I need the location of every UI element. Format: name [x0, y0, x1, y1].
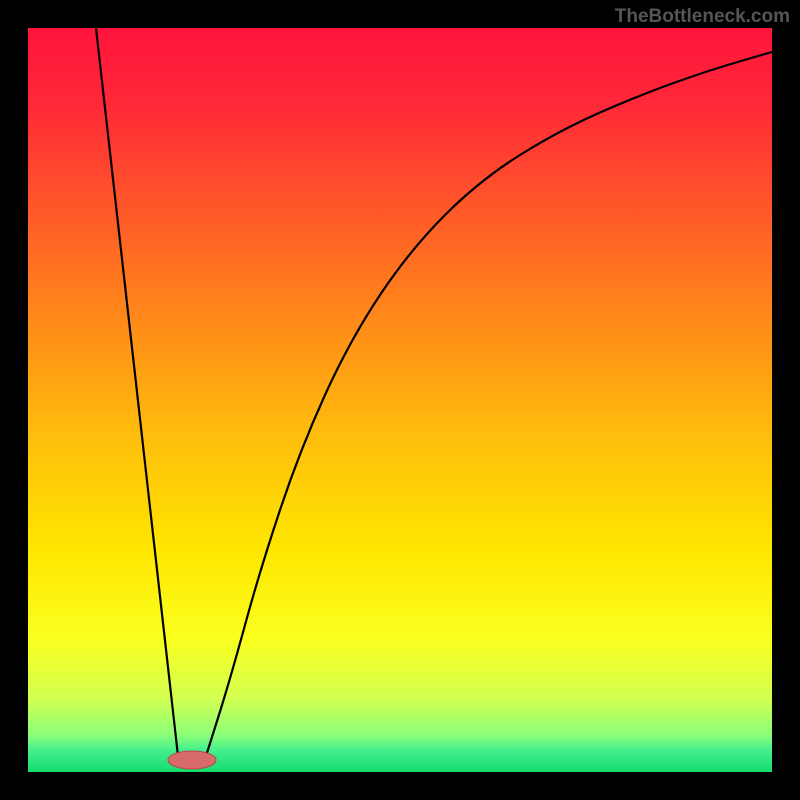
plot-background	[28, 28, 772, 772]
bottleneck-chart: TheBottleneck.com	[0, 0, 800, 800]
optimum-marker	[168, 751, 216, 769]
chart-svg	[0, 0, 800, 800]
watermark-text: TheBottleneck.com	[615, 6, 790, 28]
